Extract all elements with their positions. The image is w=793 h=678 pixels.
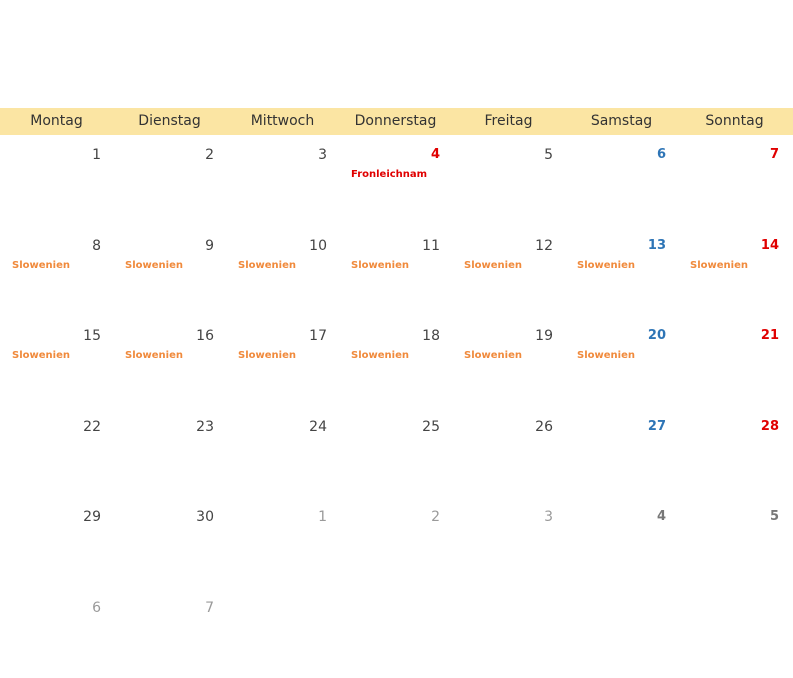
day-cell[interactable]: 20 Slowenien bbox=[565, 316, 678, 406]
day-cell[interactable]: 29 bbox=[0, 497, 113, 587]
day-number: 24 bbox=[309, 419, 327, 435]
day-cell[interactable]: 17 Slowenien bbox=[226, 316, 339, 406]
day-cell[interactable]: 4 bbox=[565, 497, 678, 587]
day-cell[interactable]: 22 bbox=[0, 407, 113, 497]
day-number: 18 bbox=[422, 328, 440, 344]
day-cell[interactable]: 3 bbox=[226, 135, 339, 225]
weekday-tuesday: Dienstag bbox=[138, 113, 201, 129]
day-number: 3 bbox=[318, 147, 327, 163]
day-number: 9 bbox=[205, 238, 214, 254]
day-cell[interactable]: 5 bbox=[678, 497, 791, 587]
day-number: 29 bbox=[83, 509, 101, 525]
day-number: 17 bbox=[309, 328, 327, 344]
event-label[interactable]: Slowenien bbox=[577, 350, 635, 361]
event-label[interactable]: Slowenien bbox=[125, 260, 183, 271]
day-number: 5 bbox=[769, 509, 779, 524]
day-number: 21 bbox=[760, 328, 779, 343]
day-cell[interactable]: 26 bbox=[452, 407, 565, 497]
day-cell[interactable]: 28 bbox=[678, 407, 791, 497]
day-number: 30 bbox=[196, 509, 214, 525]
day-number: 6 bbox=[656, 147, 666, 162]
day-cell[interactable]: 24 bbox=[226, 407, 339, 497]
day-number: 8 bbox=[92, 238, 101, 254]
event-label[interactable]: Slowenien bbox=[577, 260, 635, 271]
day-cell[interactable]: 6 bbox=[0, 588, 113, 678]
day-number: 11 bbox=[422, 238, 440, 254]
day-number: 25 bbox=[422, 419, 440, 435]
day-number: 7 bbox=[769, 147, 779, 162]
day-number: 26 bbox=[535, 419, 553, 435]
day-number: 19 bbox=[535, 328, 553, 344]
weekday-wednesday: Mittwoch bbox=[250, 113, 315, 129]
day-number: 13 bbox=[647, 238, 666, 253]
weekday-monday: Montag bbox=[30, 113, 83, 129]
event-label[interactable]: Slowenien bbox=[238, 350, 296, 361]
event-label[interactable]: Slowenien bbox=[690, 260, 748, 271]
weekday-friday: Freitag bbox=[484, 113, 533, 129]
day-cell[interactable]: 1 bbox=[226, 497, 339, 587]
day-number: 16 bbox=[196, 328, 214, 344]
day-cell[interactable]: 3 bbox=[452, 497, 565, 587]
day-cell[interactable]: 2 bbox=[339, 497, 452, 587]
day-cell[interactable]: 27 bbox=[565, 407, 678, 497]
weekday-thursday: Donnerstag bbox=[354, 113, 437, 129]
day-cell[interactable]: 8 Slowenien bbox=[0, 226, 113, 316]
event-label[interactable]: Slowenien bbox=[464, 260, 522, 271]
event-label[interactable]: Slowenien bbox=[351, 260, 409, 271]
day-number: 7 bbox=[205, 600, 214, 616]
day-number: 6 bbox=[92, 600, 101, 616]
event-label[interactable]: Slowenien bbox=[125, 350, 183, 361]
weekday-sunday: Sonntag bbox=[705, 113, 764, 129]
day-cell[interactable]: 15 Slowenien bbox=[0, 316, 113, 406]
day-cell[interactable]: 10 Slowenien bbox=[226, 226, 339, 316]
weekday-header: Montag Dienstag Mittwoch Donnerstag Frei… bbox=[0, 108, 793, 135]
day-cell[interactable]: 19 Slowenien bbox=[452, 316, 565, 406]
event-label[interactable]: Slowenien bbox=[351, 350, 409, 361]
day-cell[interactable]: 25 bbox=[339, 407, 452, 497]
day-cell[interactable]: 21 bbox=[678, 316, 791, 406]
day-number: 2 bbox=[205, 147, 214, 163]
day-cell[interactable]: 12 Slowenien bbox=[452, 226, 565, 316]
day-number: 20 bbox=[647, 328, 666, 343]
day-cell[interactable]: 14 Slowenien bbox=[678, 226, 791, 316]
event-label[interactable]: Slowenien bbox=[238, 260, 296, 271]
day-cell[interactable]: 6 bbox=[565, 135, 678, 225]
day-number: 10 bbox=[309, 238, 327, 254]
event-label[interactable]: Slowenien bbox=[464, 350, 522, 361]
day-number: 4 bbox=[430, 147, 440, 162]
day-cell[interactable]: 1 bbox=[0, 135, 113, 225]
day-number: 15 bbox=[83, 328, 101, 344]
day-number: 1 bbox=[318, 509, 327, 525]
day-number: 1 bbox=[92, 147, 101, 163]
day-cell[interactable]: 9 Slowenien bbox=[113, 226, 226, 316]
day-cell[interactable]: 11 Slowenien bbox=[339, 226, 452, 316]
holiday-label[interactable]: Fronleichnam bbox=[351, 169, 428, 180]
day-cell[interactable]: 2 bbox=[113, 135, 226, 225]
day-number: 12 bbox=[535, 238, 553, 254]
day-number: 3 bbox=[544, 509, 553, 525]
day-number: 4 bbox=[656, 509, 666, 524]
event-label[interactable]: Slowenien bbox=[12, 260, 70, 271]
weekday-saturday: Samstag bbox=[590, 113, 653, 129]
day-number: 27 bbox=[647, 419, 666, 434]
day-cell[interactable]: 30 bbox=[113, 497, 226, 587]
day-number: 2 bbox=[431, 509, 440, 525]
day-cell[interactable]: 7 bbox=[678, 135, 791, 225]
day-number: 14 bbox=[760, 238, 779, 253]
day-cell[interactable]: 16 Slowenien bbox=[113, 316, 226, 406]
day-cell[interactable]: 13 Slowenien bbox=[565, 226, 678, 316]
day-number: 28 bbox=[760, 419, 779, 434]
day-cell[interactable]: 7 bbox=[113, 588, 226, 678]
day-cell[interactable]: 4 Fronleichnam bbox=[339, 135, 452, 225]
day-cell[interactable]: 18 Slowenien bbox=[339, 316, 452, 406]
day-number: 23 bbox=[196, 419, 214, 435]
calendar-grid: 1 2 3 4 Fronleichnam 5 6 7 8 Slowenien 9 Slowenien 1… bbox=[0, 135, 793, 678]
day-cell[interactable]: 5 bbox=[452, 135, 565, 225]
event-label[interactable]: Slowenien bbox=[12, 350, 70, 361]
day-number: 5 bbox=[544, 147, 553, 163]
day-cell[interactable]: 23 bbox=[113, 407, 226, 497]
day-number: 22 bbox=[83, 419, 101, 435]
